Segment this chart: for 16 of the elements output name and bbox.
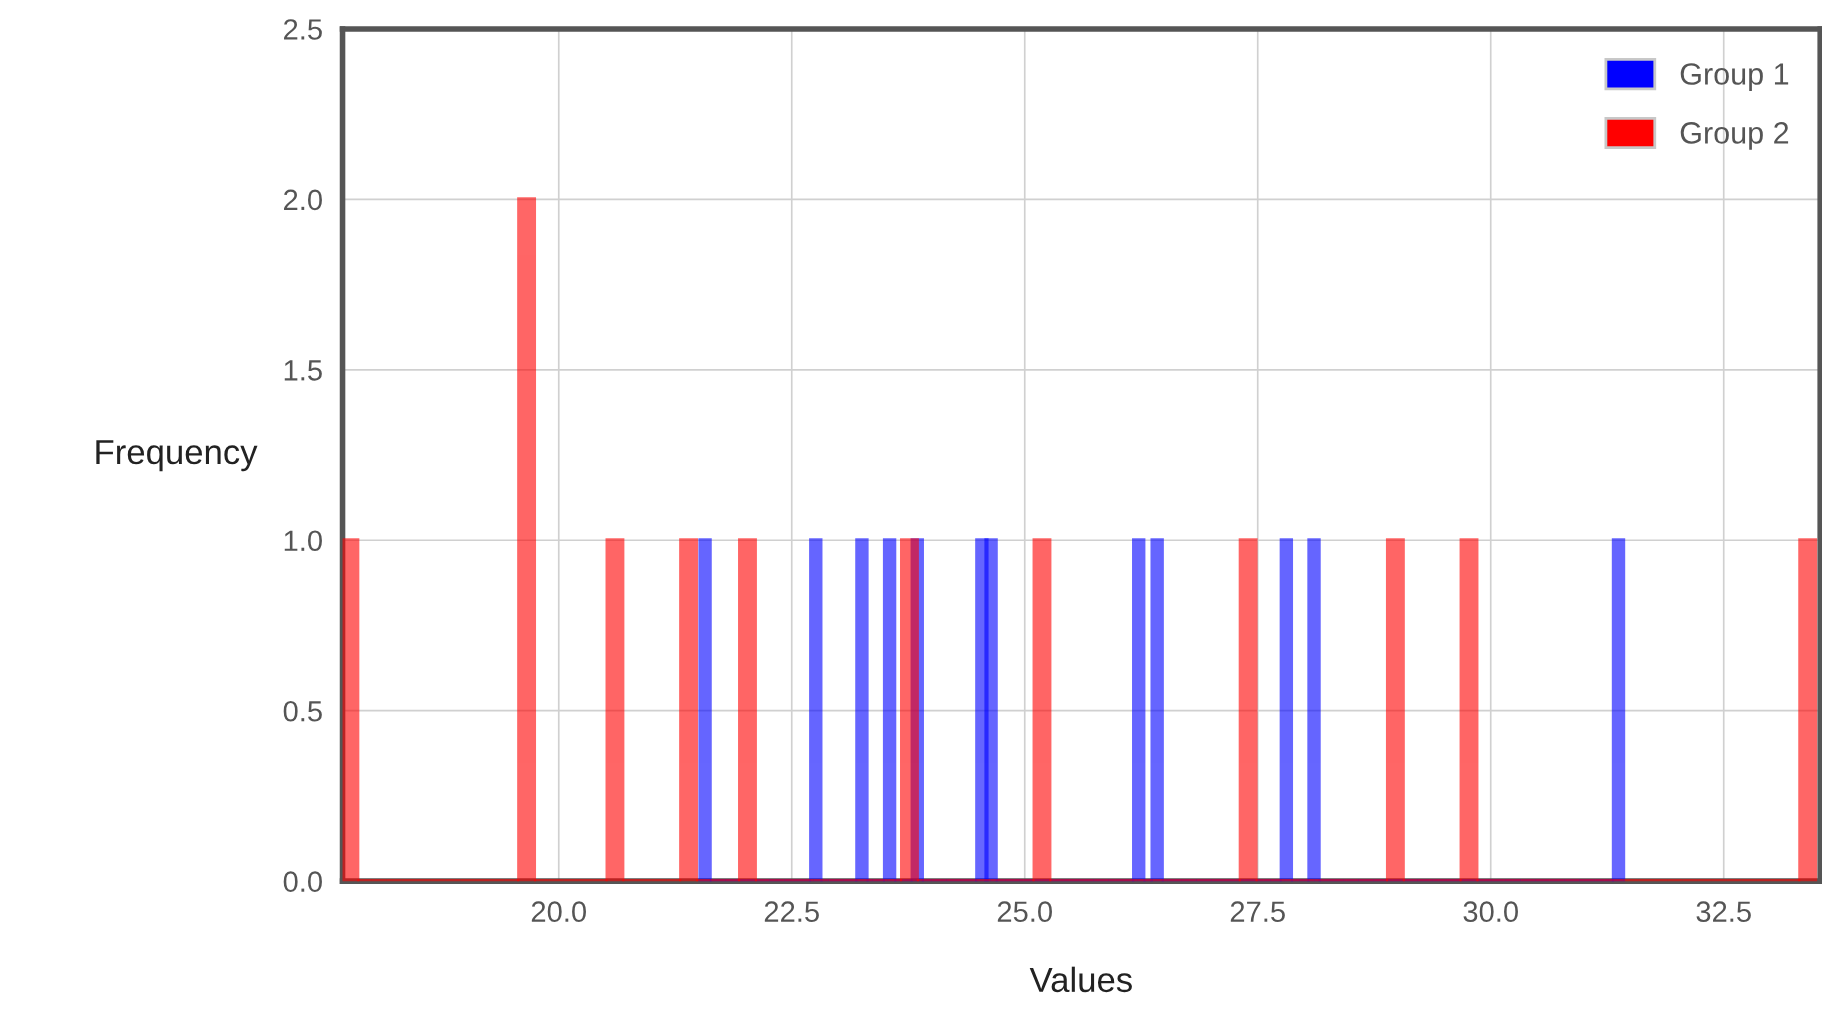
y-tick-label: 0.0 <box>283 871 322 892</box>
y-tick-label: 1.5 <box>284 360 322 381</box>
x-tick-label: 22.5 <box>764 901 819 923</box>
x-tick-label: 30.0 <box>1463 901 1518 923</box>
y-axis-title: Frequency <box>96 440 258 472</box>
x-tick-label: 25.0 <box>997 901 1052 923</box>
y-tick-label: 2.0 <box>284 189 322 211</box>
y-tick-label: 2.5 <box>284 19 322 40</box>
x-axis-title: Values <box>1029 966 1132 993</box>
legend-label: Group 1 <box>1680 63 1789 91</box>
y-tick-label: 1.0 <box>284 530 322 552</box>
x-tick-label: 32.5 <box>1696 901 1751 923</box>
legend-label: Group 2 <box>1680 122 1789 150</box>
x-tick-label: 27.5 <box>1230 901 1285 923</box>
y-tick-label: 0.5 <box>283 700 322 722</box>
x-tick-label: 20.0 <box>531 901 586 923</box>
